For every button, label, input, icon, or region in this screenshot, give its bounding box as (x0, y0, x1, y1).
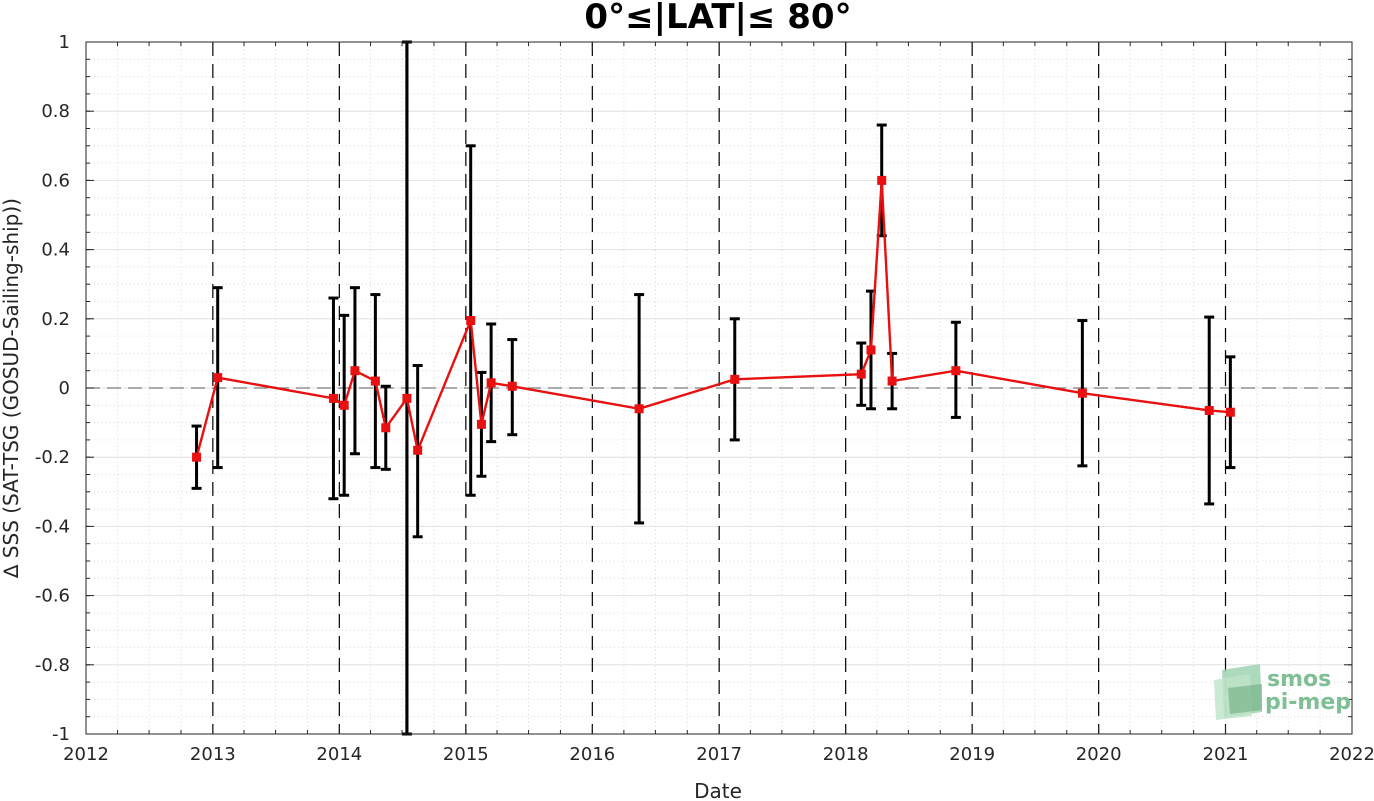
data-point (634, 404, 644, 414)
logo-graphic (1214, 664, 1262, 720)
y-tick-label: -1 (52, 724, 70, 745)
data-point (370, 376, 380, 386)
x-tick-label: 2021 (1203, 744, 1249, 765)
x-tick-label: 2014 (316, 744, 362, 765)
y-tick-label: -0.4 (35, 516, 70, 537)
data-point (866, 345, 876, 355)
y-tick-label: 1 (59, 32, 70, 53)
x-tick-label: 2016 (569, 744, 615, 765)
y-tick-labels: -1 -0.8 -0.6 -0.4 -0.2 0 0.2 0.4 0.6 0.8 1 (35, 32, 70, 745)
data-point (877, 175, 887, 185)
x-tick-label: 2015 (443, 744, 489, 765)
data-point (507, 381, 517, 391)
x-tick-label: 2022 (1329, 744, 1374, 765)
x-tick-label: 2017 (696, 744, 742, 765)
y-tick-label: 0.2 (41, 309, 70, 330)
x-tick-label: 2012 (63, 744, 109, 765)
x-tick-label: 2020 (1076, 744, 1122, 765)
data-point (381, 423, 391, 433)
data-point (887, 376, 897, 386)
data-points (192, 175, 1235, 462)
x-axis-label: Date (694, 779, 742, 801)
data-point (402, 393, 412, 403)
data-point (951, 366, 961, 376)
year-boundary-lines (212, 42, 1227, 734)
y-tick-label: 0.6 (41, 170, 70, 191)
data-point (1225, 407, 1235, 417)
y-tick-label: -0.8 (35, 655, 70, 676)
data-point (1077, 388, 1087, 398)
y-tick-label: -0.6 (35, 586, 70, 607)
x-tick-label: 2013 (190, 744, 236, 765)
y-tick-label: 0.8 (41, 101, 70, 122)
x-tick-label: 2019 (949, 744, 995, 765)
smos-pi-mep-logo: smos pi-mep (1214, 664, 1351, 720)
data-point (328, 393, 338, 403)
data-point (1204, 405, 1214, 415)
data-point (339, 400, 349, 410)
logo-text-smos: smos (1267, 667, 1331, 692)
axis-ticks (85, 41, 1353, 735)
data-point (213, 373, 223, 383)
data-point (476, 419, 486, 429)
logo-text-pi-mep: pi-mep (1265, 690, 1351, 715)
y-tick-label: -0.2 (35, 447, 70, 468)
data-point (486, 378, 496, 388)
data-point (350, 366, 360, 376)
data-point (413, 445, 423, 455)
y-tick-label: 0.4 (41, 240, 70, 261)
data-point (856, 369, 866, 379)
data-point (466, 316, 476, 326)
y-axis-label: ∆ SSS (SAT-TSG (GOSUD-Sailing-ship)) (0, 198, 23, 579)
chart-title: 0°≤|LAT|≤ 80° (584, 0, 851, 37)
data-point (730, 374, 740, 384)
x-tick-label: 2018 (823, 744, 869, 765)
y-tick-label: 0 (59, 378, 70, 399)
data-point (192, 452, 202, 462)
x-tick-labels: 2012 2013 2014 2015 2016 2017 2018 2019 2020 2021… (63, 744, 1374, 765)
